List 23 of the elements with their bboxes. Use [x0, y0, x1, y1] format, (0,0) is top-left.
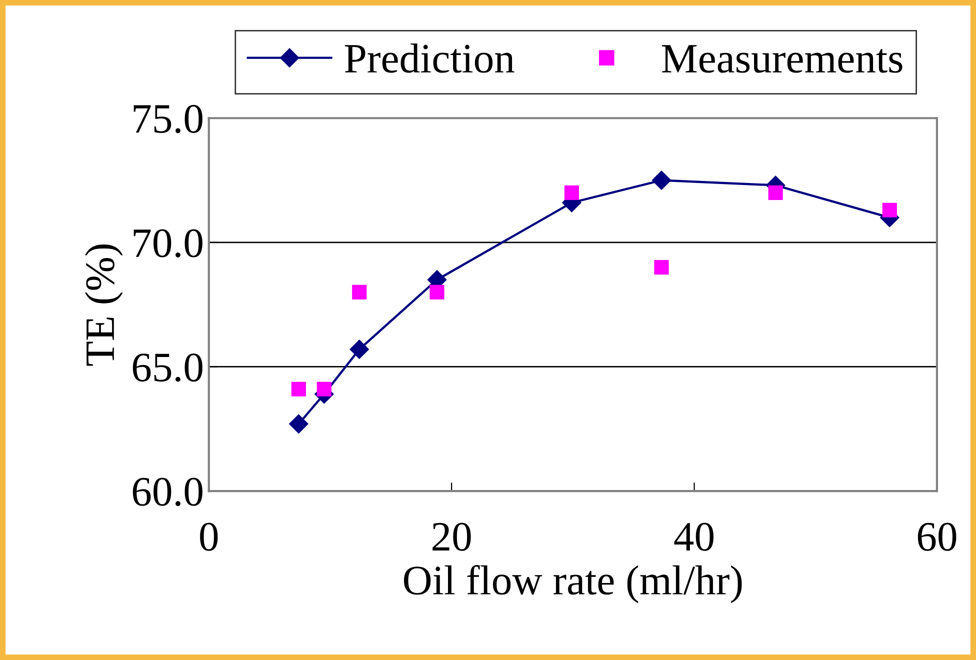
y-tick-label: 70.0	[134, 229, 202, 258]
y-tick-label: 75.0	[134, 104, 202, 134]
x-axis-title: Oil flow rate (ml/hr)	[404, 564, 742, 604]
point	[352, 284, 367, 300]
x-tick-label: 40	[674, 522, 714, 551]
legend-label: Prediction	[344, 43, 514, 73]
y-tick-label: 60.0	[132, 478, 202, 506]
point	[654, 260, 669, 275]
y-axis-title: TE (%)	[84, 244, 123, 366]
legend-label: Measurements	[662, 45, 902, 73]
point	[564, 185, 579, 200]
point	[430, 284, 444, 300]
x-tick-label: 60	[918, 522, 956, 551]
point	[291, 382, 306, 396]
x-tick-label: 20	[432, 522, 471, 551]
y-tick-label: 65.0	[132, 353, 202, 382]
point	[882, 202, 897, 218]
x-tick-label: 0	[200, 522, 218, 551]
point	[316, 382, 332, 396]
point	[652, 170, 672, 190]
point	[768, 185, 783, 200]
point	[289, 414, 308, 434]
point	[350, 340, 369, 359]
